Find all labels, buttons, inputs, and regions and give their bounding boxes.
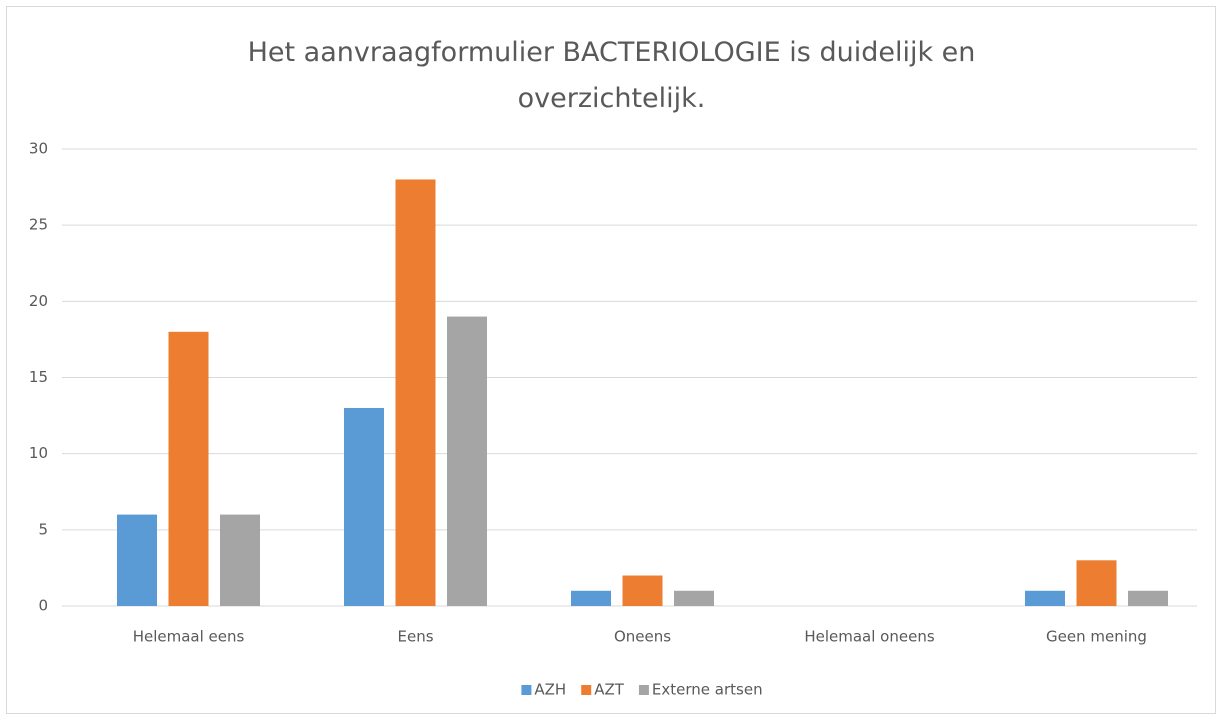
legend-swatch: [581, 685, 592, 695]
legend-swatch: [638, 685, 649, 695]
bar: [447, 316, 487, 606]
bar: [571, 590, 611, 606]
x-tick-label: Eens: [397, 628, 433, 646]
bar: [1128, 590, 1168, 606]
chart-title: Het aanvraagformulier BACTERIOLOGIE is d…: [247, 37, 976, 114]
bar: [1076, 560, 1117, 606]
bar: [622, 575, 663, 606]
bar: [1025, 590, 1065, 606]
bar: [395, 179, 436, 606]
chart-frame: [6, 6, 1216, 714]
y-tick-label: 25: [29, 216, 48, 234]
bar: [344, 407, 384, 606]
bar: [674, 590, 714, 606]
bar: [168, 331, 209, 606]
x-tick-label: Oneens: [614, 628, 671, 646]
x-tick-label: Helemaal oneens: [804, 628, 934, 646]
y-tick-label: 15: [29, 368, 48, 386]
y-tick-label: 0: [38, 597, 48, 615]
y-tick-label: 30: [29, 140, 48, 158]
y-tick-label: 20: [29, 292, 48, 310]
legend-swatch: [521, 685, 532, 695]
legend-label: AZH: [534, 681, 566, 699]
y-tick-label: 10: [29, 444, 48, 462]
bar: [117, 514, 157, 606]
x-tick-label: Geen mening: [1046, 628, 1147, 646]
x-tick-label: Helemaal eens: [133, 628, 245, 646]
legend-label: Externe artsen: [652, 681, 763, 699]
y-tick-label: 5: [38, 520, 48, 538]
legend-label: AZT: [594, 681, 625, 699]
bar: [220, 514, 260, 606]
